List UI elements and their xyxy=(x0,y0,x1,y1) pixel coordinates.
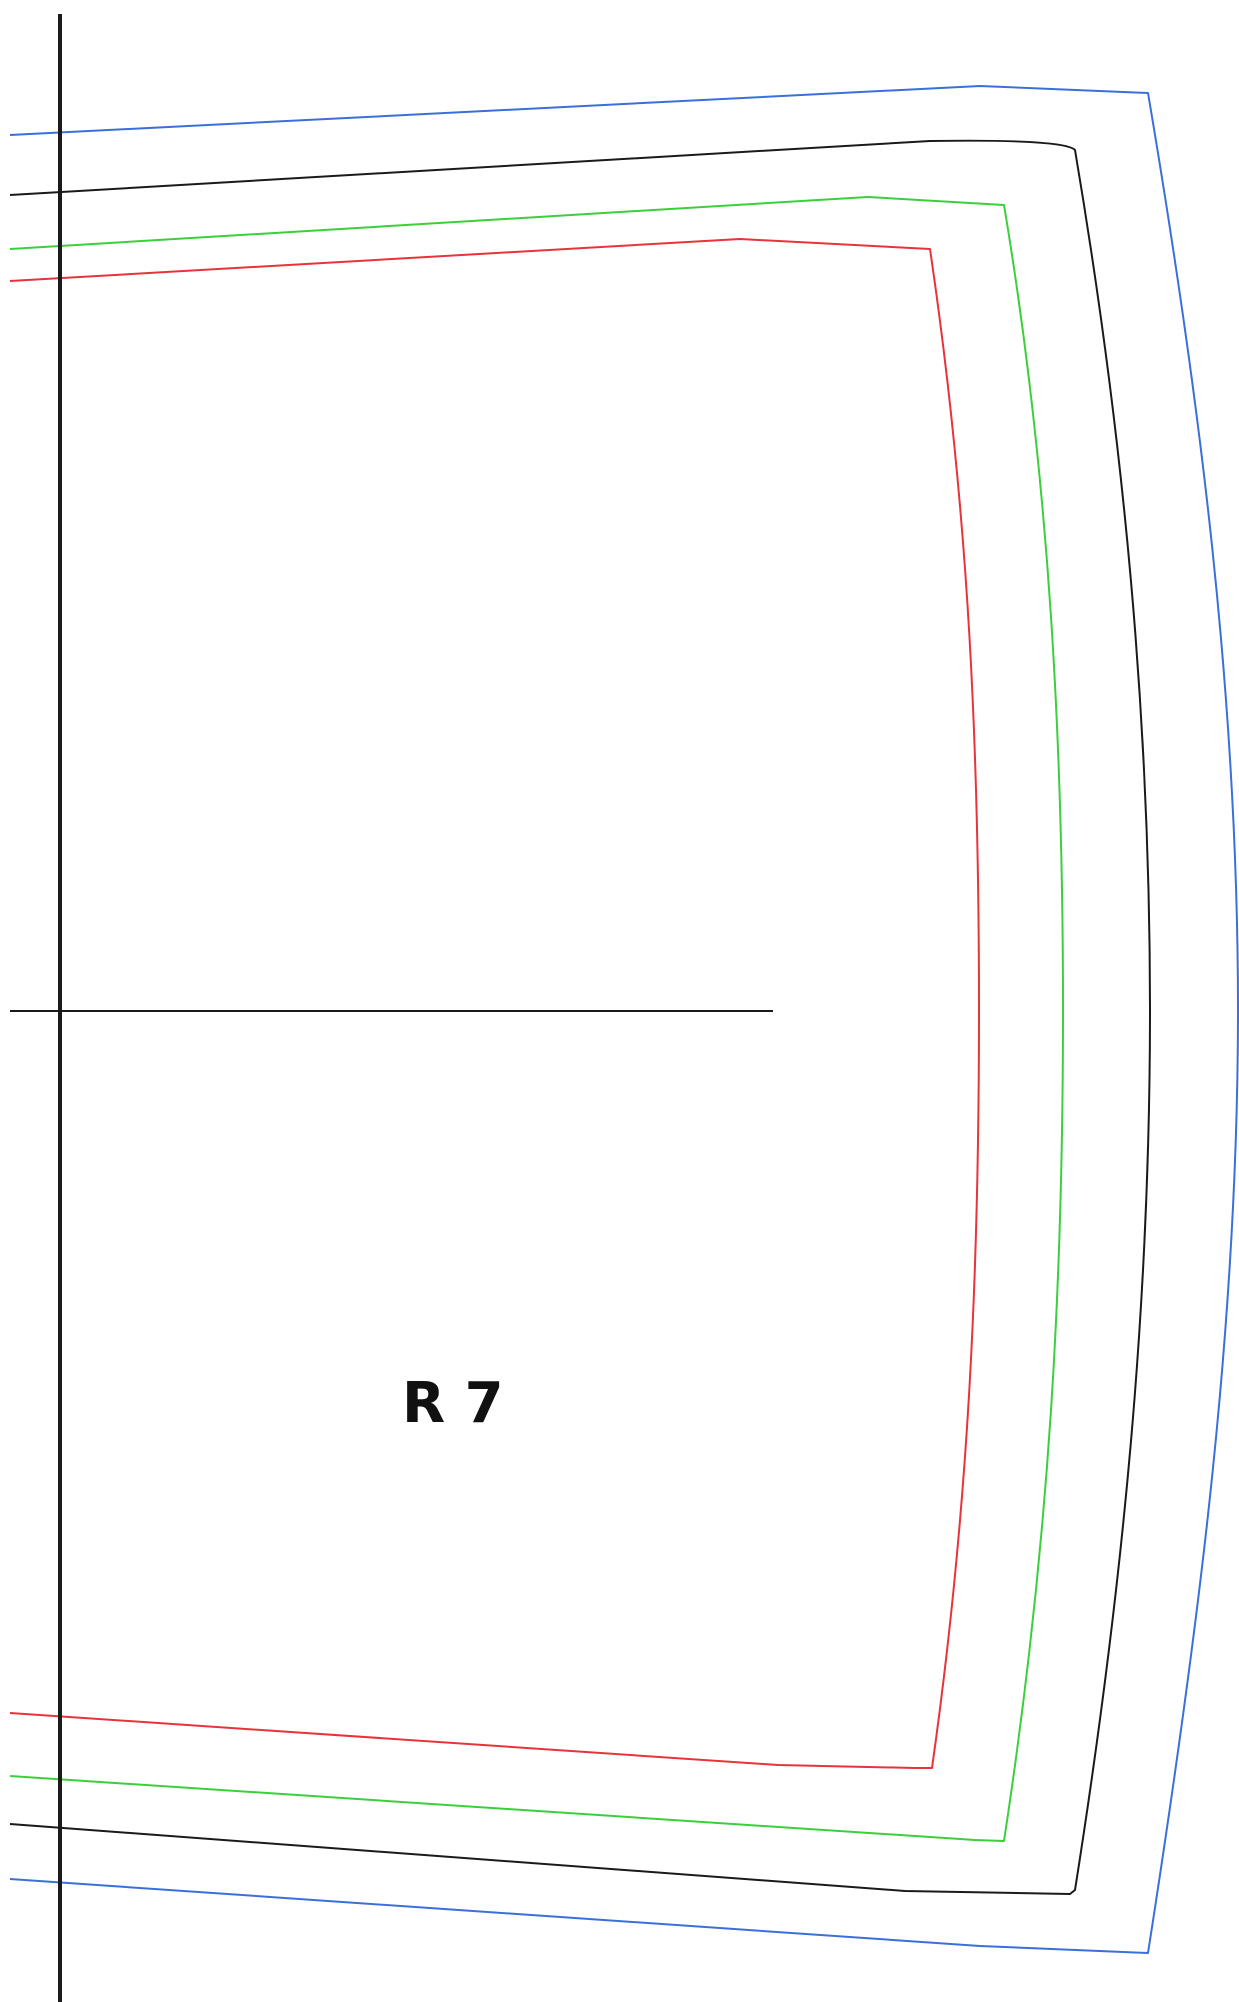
red-outline xyxy=(9,238,980,1769)
size-label: R 7 xyxy=(402,1371,504,1436)
blue-outline xyxy=(9,85,1239,1954)
green-outline xyxy=(9,196,1064,1842)
black-outline xyxy=(9,139,1151,1895)
